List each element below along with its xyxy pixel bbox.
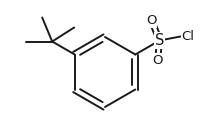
Text: O: O — [146, 14, 157, 27]
Text: Cl: Cl — [182, 30, 194, 43]
Text: S: S — [155, 33, 164, 48]
Text: O: O — [152, 54, 163, 67]
